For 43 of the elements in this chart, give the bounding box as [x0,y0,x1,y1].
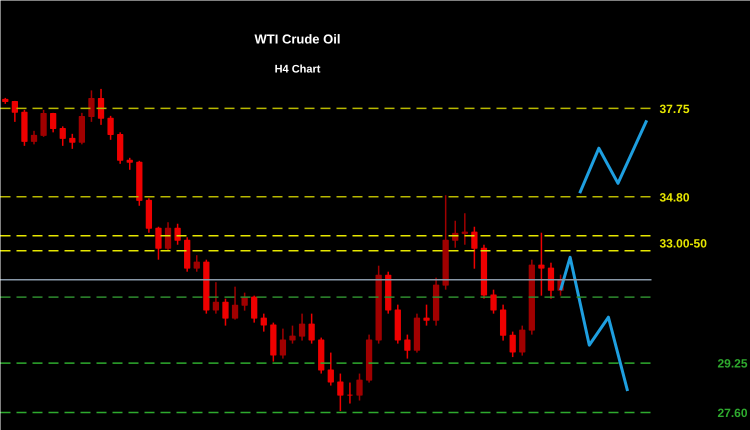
candlestick [40,109,47,138]
text: WTI Crude Oil [254,32,340,46]
candlestick [462,212,468,246]
candlestick [126,157,133,171]
candlestick [98,88,104,126]
candlestick [30,130,38,146]
candlestick [212,281,220,314]
candlestick [548,262,554,300]
candlestick [69,133,76,150]
candlestick [356,372,363,402]
line-series [578,118,648,195]
candlestick [423,304,430,326]
candlestick [404,334,411,360]
y-tick-label: 33.00-50 [660,236,708,251]
y-tick-label: 34.80 [660,190,690,204]
candlestick [12,100,18,123]
candlestick [510,330,516,358]
candlestick [337,372,344,412]
candlestick [60,126,66,147]
candlestick [490,288,497,314]
candlestick [251,294,258,324]
candlestick [155,226,162,260]
candlestick [88,90,95,123]
text: H4 Chart [274,64,321,76]
candlestick [222,298,229,326]
candlestick [280,328,286,360]
candlestick [538,232,545,296]
candlestick [232,286,238,320]
candlestick [107,115,114,141]
y-tick-label: 37.75 [660,102,690,116]
candlestick [260,312,267,332]
candlestick [50,112,56,134]
y2-tick-label: 29.25 [718,356,748,371]
candlestick [308,312,315,344]
candlestick [289,324,296,344]
candlestick [298,312,306,342]
candlestick [346,382,354,404]
y2-tick-label: 27.60 [718,406,748,420]
candlestick [519,324,526,356]
candlestick [194,254,200,272]
candlestick [471,226,478,270]
candlestick [164,221,172,252]
candlestick [328,352,334,386]
